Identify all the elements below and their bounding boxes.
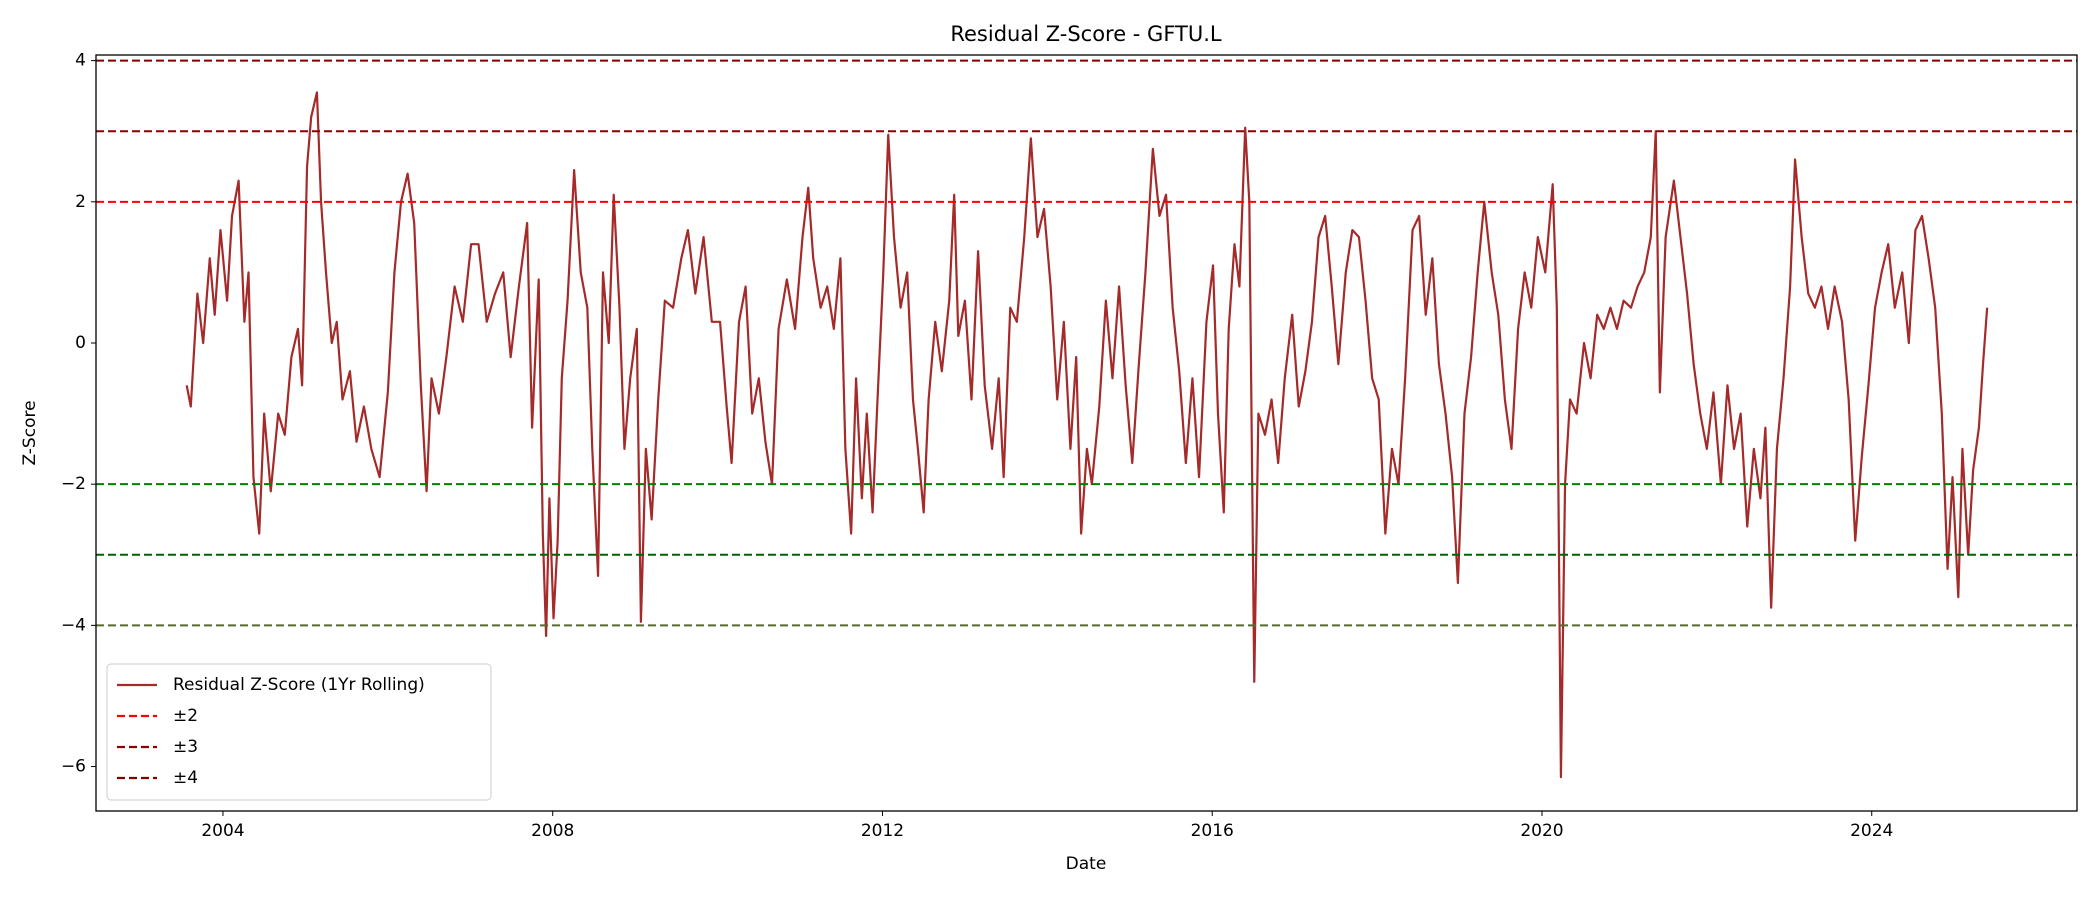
legend-label: ±2 xyxy=(173,706,198,726)
y-axis-label: Z-Score xyxy=(20,400,40,465)
y-tick-label: 4 xyxy=(75,51,86,71)
legend-label: ±4 xyxy=(173,768,198,788)
legend-box xyxy=(106,663,492,801)
x-axis-label: Date xyxy=(1066,854,1107,874)
x-tick-label: 2012 xyxy=(861,821,904,841)
x-tick-label: 2008 xyxy=(531,821,574,841)
y-tick-label: −6 xyxy=(61,757,86,777)
legend-label: Residual Z-Score (1Yr Rolling) xyxy=(173,675,425,695)
x-tick-label: 2004 xyxy=(201,821,244,841)
y-tick-label: 0 xyxy=(75,333,86,353)
y-tick-label: −2 xyxy=(61,474,86,494)
plot-frame xyxy=(95,54,2078,812)
x-tick-label: 2020 xyxy=(1520,821,1563,841)
data-line xyxy=(185,91,1989,779)
chart-title: Residual Z-Score - GFTU.L xyxy=(950,22,1222,46)
x-tick-label: 2024 xyxy=(1850,821,1893,841)
y-tick-label: −4 xyxy=(61,615,86,635)
legend-label: ±3 xyxy=(173,737,198,757)
x-tick-label: 2016 xyxy=(1191,821,1234,841)
y-tick-label: 2 xyxy=(75,192,86,212)
